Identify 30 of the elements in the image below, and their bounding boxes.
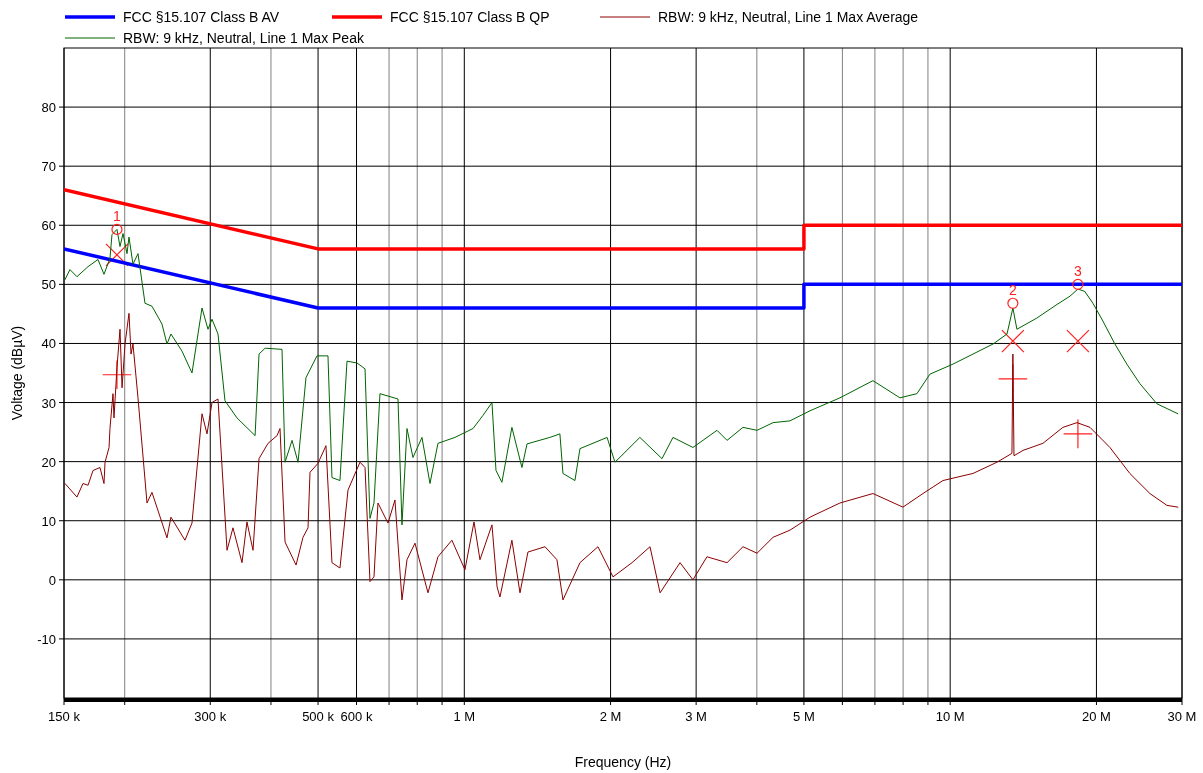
x-tick-label: 10 M (935, 709, 965, 724)
y-tick-label: 20 (41, 454, 56, 470)
y-tick-label: 0 (48, 572, 56, 588)
x-axis-title: Frequency (Hz) (574, 754, 672, 770)
x-tick-label: 500 k (302, 709, 335, 724)
y-tick-label: 10 (41, 513, 56, 529)
x-tick-label: 1 M (453, 709, 476, 724)
y-tick-label: 40 (41, 336, 56, 352)
y-tick-label: 50 (41, 277, 56, 293)
y-tick-label: -10 (37, 631, 56, 647)
x-tick-label: 3 M (685, 709, 707, 724)
y-axis-title: Voltage (dBµV) (9, 325, 25, 421)
annotation: 3 (1074, 263, 1083, 280)
legend-label: FCC §15.107 Class B AV (123, 9, 280, 25)
x-tick-label: 300 k (194, 709, 227, 724)
x-tick-label: 5 M (793, 709, 815, 724)
legend-label: RBW: 9 kHz, Neutral, Line 1 Max Peak (123, 30, 365, 46)
x-tick-label: 600 k (340, 709, 373, 724)
y-tick-label: 70 (41, 159, 56, 175)
x-tick-label: 2 M (599, 709, 622, 724)
annotation: 1 (113, 208, 122, 225)
legend-label: RBW: 9 kHz, Neutral, Line 1 Max Average (658, 9, 919, 25)
x-tick-label: 20 M (1081, 709, 1111, 724)
annotation: 2 (1008, 282, 1017, 299)
legend-label: FCC §15.107 Class B QP (390, 9, 550, 25)
y-tick-label: 30 (41, 395, 56, 411)
y-tick-label: 60 (41, 218, 56, 234)
x-tick-label: 150 k (48, 709, 81, 724)
y-tick-label: 80 (41, 100, 56, 116)
x-tick-label: 30 M (1167, 709, 1197, 724)
